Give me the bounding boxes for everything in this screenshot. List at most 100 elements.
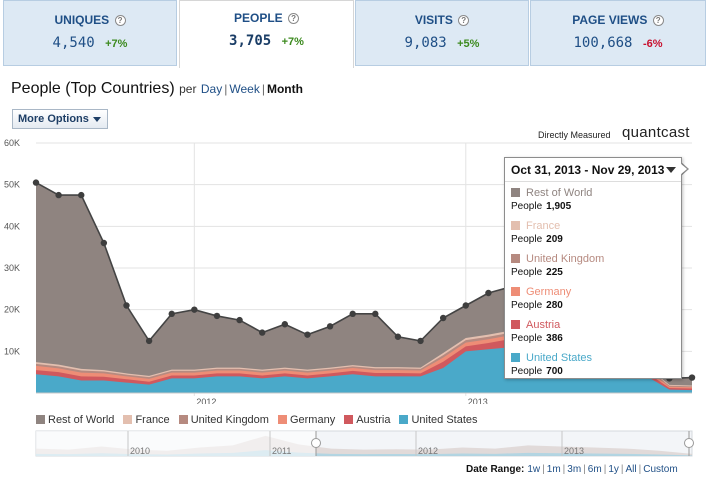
data-point[interactable]: [123, 302, 130, 309]
date-range-option-6m[interactable]: 6m: [587, 464, 602, 475]
legend-swatch: [399, 415, 409, 424]
date-range-separator: |: [638, 464, 642, 475]
legend-label: United Kingdom: [190, 414, 269, 426]
data-point[interactable]: [372, 310, 379, 318]
tab-people[interactable]: PEOPLE ? 3,705 +7%: [179, 0, 354, 68]
tooltip-metric-label: People: [511, 267, 543, 278]
tooltip-item: United Kingdom People 225: [505, 253, 681, 281]
data-point[interactable]: [394, 333, 402, 340]
metric-tabs: UNIQUES ? 4,540 +7% PEOPLE ? 3,705 +7% V…: [0, 0, 710, 68]
date-range-option-all[interactable]: All: [625, 464, 637, 475]
tab-people-change: +7%: [281, 36, 304, 48]
triangle-down-icon[interactable]: [666, 167, 676, 173]
data-point[interactable]: [304, 331, 311, 338]
data-point[interactable]: [281, 321, 289, 328]
tab-uniques[interactable]: UNIQUES ? 4,540 +7%: [3, 0, 177, 66]
tooltip-swatch: [511, 221, 520, 230]
help-icon[interactable]: ?: [114, 15, 126, 26]
data-point[interactable]: [439, 314, 447, 322]
legend-item[interactable]: Austria: [344, 414, 390, 426]
tooltip-item: Rest of World People 1,905: [505, 187, 681, 215]
date-range-option-1w[interactable]: 1w: [527, 464, 541, 475]
tooltip-series-value: 386: [546, 333, 563, 344]
tooltip-date-range: Oct 31, 2013 - Nov 29, 2013: [511, 163, 665, 177]
tooltip-metric-label: People: [511, 366, 543, 377]
chart-axes: 10K 20K 30K 40K 50K 60K 2012 2013: [4, 138, 692, 404]
chart-legend: Rest of World France United Kingdom Germany…: [36, 414, 487, 426]
y-tick-label: 10K: [4, 346, 20, 356]
date-range-separator: |: [620, 464, 624, 475]
data-point[interactable]: [191, 306, 198, 313]
tab-page-views[interactable]: PAGE VIEWS ? 100,668 -6%: [530, 0, 706, 66]
data-point[interactable]: [32, 179, 40, 186]
tab-visits-value: 9,083: [404, 35, 447, 51]
tooltip-series-value: 1,905: [546, 201, 572, 212]
data-point[interactable]: [417, 337, 424, 345]
help-icon[interactable]: ?: [458, 15, 470, 26]
legend-swatch: [123, 415, 133, 424]
chart-title: People (Top Countries): [11, 80, 175, 97]
tooltip-series-name: United Kingdom: [526, 253, 605, 265]
range-navigator[interactable]: 2010 2011 2012 2013: [0, 429, 710, 461]
more-options-button[interactable]: More Options: [12, 109, 108, 129]
data-point[interactable]: [349, 310, 356, 318]
date-range-option-custom[interactable]: Custom: [643, 464, 678, 475]
more-options-label: More Options: [18, 113, 89, 125]
legend-label: Austria: [356, 414, 391, 426]
period-month-link[interactable]: Month: [266, 82, 303, 96]
tooltip-metric-label: People: [511, 201, 543, 212]
period-separator: |: [224, 82, 228, 96]
quantcast-logo: quantcast: [622, 124, 690, 141]
tab-uniques-change: +7%: [105, 38, 128, 50]
tab-visits[interactable]: VISITS ? 9,083 +5%: [355, 0, 529, 66]
navigator-year-label: 2010: [130, 446, 150, 456]
date-range-label: Date Range:: [466, 464, 525, 475]
period-week-link[interactable]: Week: [229, 82, 260, 96]
data-tooltip: Oct 31, 2013 - Nov 29, 2013 Rest of Worl…: [504, 157, 682, 379]
data-point[interactable]: [78, 191, 85, 199]
legend-item[interactable]: United Kingdom: [178, 414, 269, 426]
data-point[interactable]: [259, 329, 266, 336]
data-point[interactable]: [145, 337, 153, 345]
data-point[interactable]: [55, 191, 62, 199]
navigator-left-handle[interactable]: [311, 438, 321, 448]
legend-item[interactable]: Rest of World: [36, 414, 114, 426]
data-point[interactable]: [100, 239, 108, 247]
data-point[interactable]: [326, 323, 334, 330]
legend-item[interactable]: Germany: [277, 414, 335, 426]
legend-item[interactable]: France: [123, 414, 170, 426]
tooltip-series-name: France: [526, 220, 561, 232]
tab-page-views-change: -6%: [642, 38, 663, 50]
date-range-separator: |: [562, 464, 566, 475]
tooltip-items: Rest of World People 1,905 France People 209 U…: [505, 187, 681, 380]
tooltip-swatch: [511, 353, 520, 362]
data-point[interactable]: [462, 302, 469, 309]
data-point[interactable]: [236, 316, 243, 324]
y-tick-label: 50K: [4, 180, 20, 190]
tooltip-series-value: 280: [546, 300, 563, 311]
date-range-selector: Date Range: 1w | 1m | 3m | 6m | 1y | All | Custom: [466, 464, 678, 475]
data-point[interactable]: [688, 374, 696, 381]
tooltip-swatch: [511, 254, 520, 263]
date-range-option-3m[interactable]: 3m: [567, 464, 582, 475]
tooltip-item: United States People 700: [505, 352, 681, 380]
tooltip-pointer-fill: [680, 163, 687, 175]
date-range-separator: |: [583, 464, 586, 475]
per-label: per: [179, 82, 197, 96]
tab-people-label: PEOPLE: [233, 11, 283, 25]
tooltip-series-name: United States: [526, 352, 593, 364]
tab-uniques-value: 4,540: [52, 35, 95, 51]
data-point[interactable]: [168, 310, 175, 318]
date-range-option-1y[interactable]: 1y: [608, 464, 619, 475]
navigator-year-label: 2013: [564, 446, 584, 456]
date-range-option-1m[interactable]: 1m: [546, 464, 561, 475]
tooltip-item: France People 209: [505, 220, 681, 248]
data-point[interactable]: [485, 289, 492, 297]
help-icon[interactable]: ?: [288, 13, 300, 24]
navigator-right-handle[interactable]: [684, 438, 694, 448]
period-day-link[interactable]: Day: [200, 82, 223, 96]
help-icon[interactable]: ?: [652, 15, 664, 26]
tab-visits-change: +5%: [457, 38, 480, 50]
data-point[interactable]: [213, 312, 221, 320]
legend-item[interactable]: United States: [399, 414, 478, 426]
